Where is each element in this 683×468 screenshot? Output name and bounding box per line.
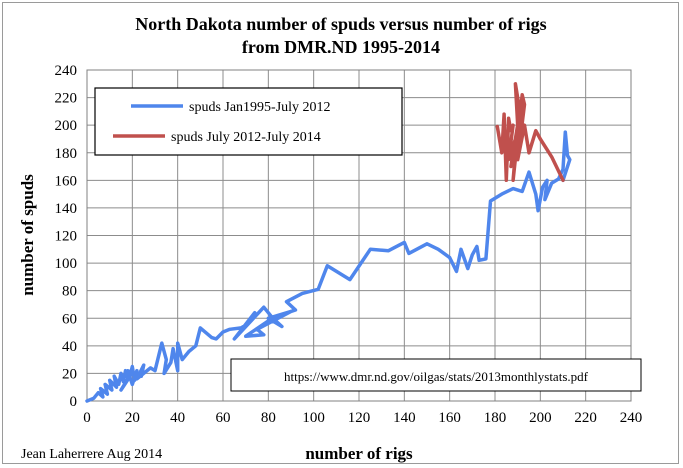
y-tick-label: 60 (62, 311, 77, 327)
y-tick-label: 40 (62, 339, 77, 355)
x-tick-label: 40 (170, 410, 185, 426)
chart-title-line-1: North Dakota number of spuds versus numb… (135, 14, 546, 34)
x-tick-label: 80 (261, 410, 276, 426)
series-line-red (495, 82, 565, 183)
series-layer (85, 82, 572, 403)
y-tick-label: 80 (62, 284, 77, 300)
x-tick-label: 20 (125, 410, 140, 426)
legend-box (94, 87, 403, 156)
x-tick-label: 180 (484, 410, 507, 426)
y-tick-label: 120 (55, 229, 78, 245)
y-tick-label: 240 (55, 63, 78, 79)
y-tick-label: 180 (55, 146, 78, 162)
x-tick-label: 120 (348, 410, 371, 426)
x-axis-label: number of rigs (305, 444, 413, 463)
author-credit: Jean Laherrere Aug 2014 (21, 447, 162, 462)
chart-canvas: 0 20 40 60 80 100 120 140 160 180 200 220 240 0 20 40 6… (18, 14, 642, 463)
y-tick-label: 100 (55, 256, 78, 272)
chart-title-line-2: from DMR.ND 1995-2014 (242, 37, 440, 57)
x-tick-label: 100 (302, 410, 325, 426)
y-tick-label: 20 (62, 366, 77, 382)
source-annotation: https://www.dmr.nd.gov/oilgas/stats/2013… (230, 358, 642, 392)
y-tick-label: 220 (55, 91, 78, 107)
y-tick-label: 160 (55, 173, 78, 189)
x-tick-label: 60 (216, 410, 231, 426)
x-tick-label: 0 (83, 410, 91, 426)
annotation-box (230, 358, 642, 392)
plot-area-border (86, 69, 632, 402)
legend-label-blue: spuds Jan1995-July 2012 (189, 100, 331, 115)
x-tick-label: 140 (393, 410, 416, 426)
y-axis-label: number of spuds (18, 174, 37, 296)
legend: spuds Jan1995-July 2012 spuds July 2012-… (94, 87, 403, 156)
chart-frame: 0 20 40 60 80 100 120 140 160 180 200 220 240 0 20 40 6… (2, 2, 679, 464)
y-tick-label: 0 (70, 394, 78, 410)
x-axis-ticks: 0 20 40 60 80 100 120 140 160 180 200 220 240 (83, 410, 642, 426)
x-tick-label: 160 (438, 410, 461, 426)
y-tick-label: 200 (55, 118, 78, 134)
x-tick-label: 240 (620, 410, 643, 426)
source-url: https://www.dmr.nd.gov/oilgas/stats/2013… (284, 369, 589, 384)
series-line-blue (85, 130, 572, 403)
x-tick-label: 200 (529, 410, 552, 426)
x-tick-label: 220 (574, 410, 597, 426)
y-tick-label: 140 (55, 201, 78, 217)
y-axis-ticks: 0 20 40 60 80 100 120 140 160 180 200 220 240 (55, 63, 78, 410)
legend-label-red: spuds July 2012-July 2014 (171, 130, 321, 145)
